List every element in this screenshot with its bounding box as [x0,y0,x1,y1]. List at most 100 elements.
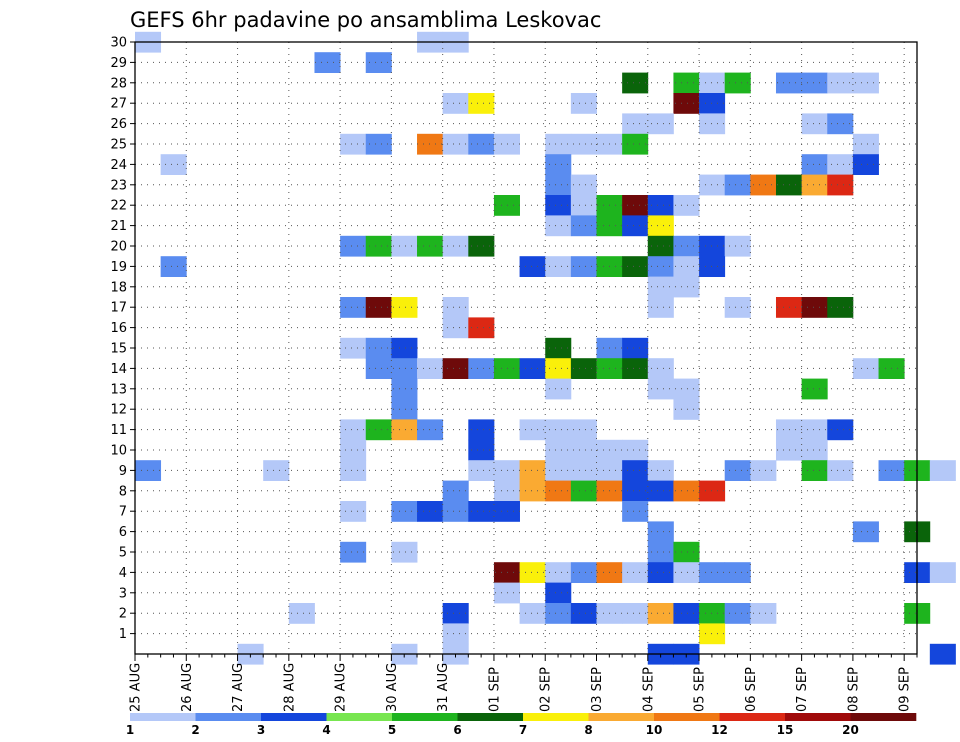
heatmap-cell [673,93,700,114]
heatmap-cell [673,72,700,94]
heatmap-cell [468,439,495,461]
y-tick-label: 20 [110,240,127,255]
heatmap-cell [724,297,751,318]
heatmap-cell [545,378,572,400]
heatmap-cell [699,235,726,257]
x-tick-label: 06 SEP [744,667,759,712]
heatmap-cell [929,562,956,583]
y-tick-label: 19 [110,260,127,275]
grid-lines [135,42,917,654]
heatmap-cell [929,460,956,481]
heatmap-cell [724,72,751,94]
heatmap-cell [622,72,649,94]
y-tick-label: 16 [110,321,127,336]
heatmap-cell [442,501,469,522]
heatmap-cell [442,480,469,502]
heatmap-cell [647,603,674,624]
heatmap-cell [570,133,597,155]
heatmap-cell [340,419,367,441]
y-tick-label: 3 [119,586,127,601]
heatmap-cell [340,133,367,155]
heatmap-cell [647,276,674,298]
legend-label: 20 [842,723,859,737]
heatmap-cell [442,623,469,645]
heatmap-cell [724,603,751,624]
heatmap-cell [673,256,700,277]
heatmap-cell [468,419,495,441]
heatmap-cell [545,215,572,237]
y-tick-label: 10 [110,444,127,459]
heatmap-cell [493,501,520,522]
heatmap-cell [801,113,828,135]
heatmap-cell [570,358,597,379]
legend-label: 3 [257,723,265,737]
heatmap-cell [673,399,700,420]
heatmap-cell [365,297,392,318]
legend-swatch [654,713,720,721]
heatmap-cell [622,133,649,155]
heatmap-cell [673,378,700,400]
y-tick-label: 25 [110,138,127,153]
heatmap-cell [699,113,726,135]
x-tick-label: 05 SEP [693,667,708,712]
y-tick-label: 29 [110,56,127,71]
heatmap-cell [647,562,674,583]
x-tick-label: 31 AUG [436,663,451,712]
heatmap-cell [852,133,879,155]
heatmap-cell [545,256,572,277]
heatmap-cell [724,235,751,257]
heatmap-cell [391,399,418,420]
heatmap-cell [545,439,572,461]
legend-label: 15 [777,723,794,737]
heatmap-cell [647,480,674,502]
heatmap-cell [340,460,367,481]
heatmap-cell [493,358,520,379]
heatmap-cell [622,358,649,379]
heatmap-cell [852,72,879,94]
heatmap-cell [340,501,367,522]
heatmap-cell [647,541,674,563]
heatmap-cell [365,358,392,379]
legend-label: 4 [322,723,330,737]
heatmap-cell [852,358,879,379]
heatmap-cell [570,460,597,481]
heatmap-cell [570,195,597,216]
heatmap-cell [724,460,751,481]
heatmap-cell [442,93,469,114]
y-tick-label: 22 [110,199,127,214]
legend-label: 2 [191,723,199,737]
heatmap-cell [750,460,777,481]
y-tick-label: 11 [110,423,127,438]
legend-swatch [457,713,524,721]
y-tick-label: 2 [119,607,127,622]
y-tick-label: 13 [110,382,127,397]
heatmap-cell [622,113,649,135]
heatmap-cell [827,72,854,94]
heatmap-cell [801,72,828,94]
y-tick-label: 23 [110,178,127,193]
legend-label: 7 [519,723,527,737]
heatmap-cell [545,195,572,216]
y-tick-label: 18 [110,280,127,295]
heatmap-cell [417,133,444,155]
heatmap-cell [929,643,956,665]
legend-swatch [850,713,917,721]
x-tick-label: 26 AUG [180,663,195,712]
heatmap-cell [391,501,418,522]
heatmap-cell [391,235,418,257]
heatmap-cell [570,93,597,114]
heatmap-cell [570,439,597,461]
heatmap-cell [801,419,828,441]
heatmap-cell [468,235,495,257]
legend-label: 6 [453,723,461,737]
heatmap-cell [135,460,162,481]
heatmap-cell [647,460,674,481]
heatmap-cell [468,317,495,339]
heatmap-cell [365,52,392,73]
heatmap-cell [391,337,418,359]
heatmap-cell [288,603,315,624]
heatmap-cell [417,358,444,379]
heatmap-cell [827,113,854,135]
y-axis: 1234567891011121314151617181920212223242… [110,36,135,642]
